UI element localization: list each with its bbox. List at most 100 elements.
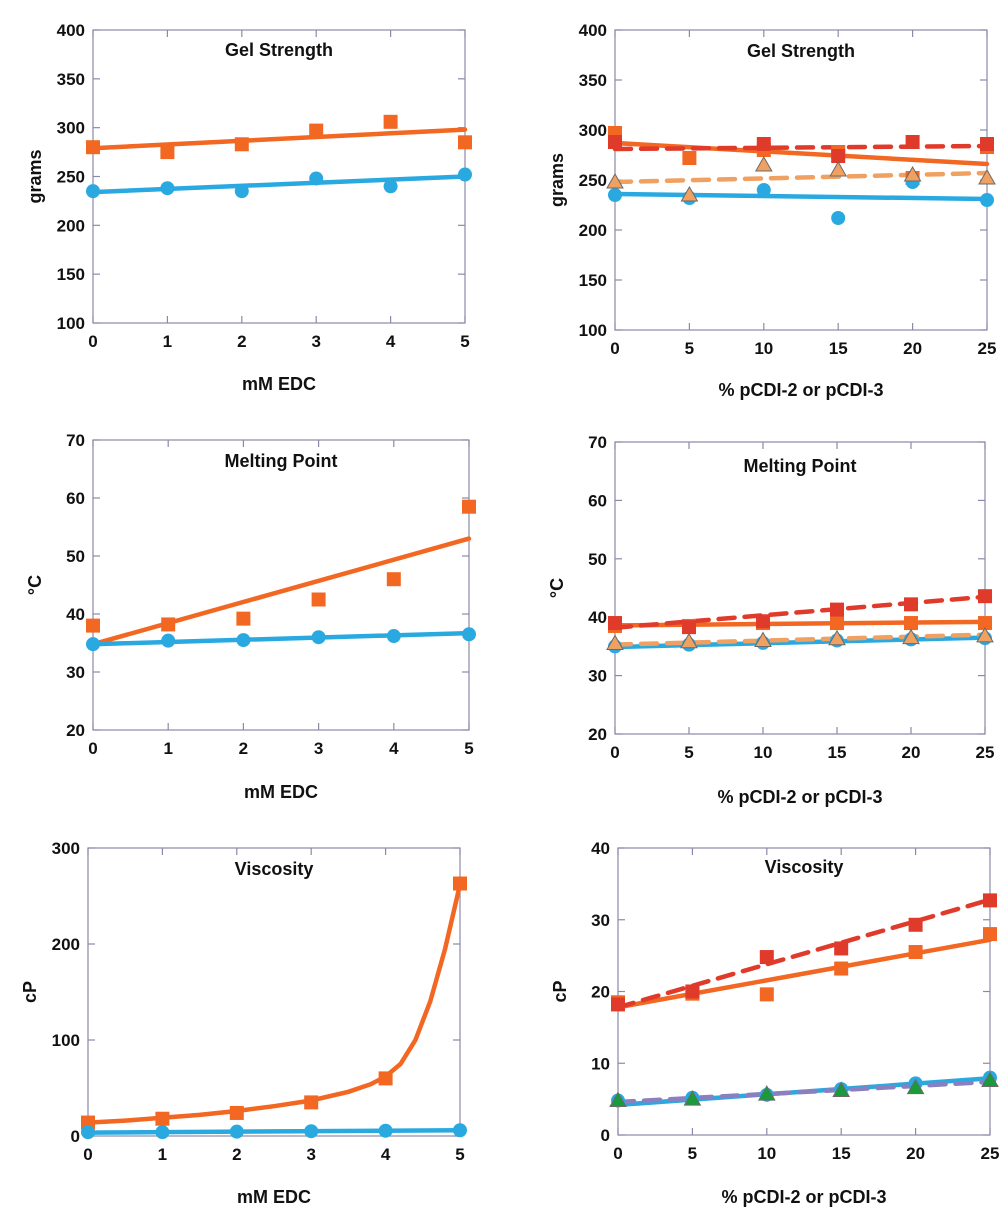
data-point-series-1 [908,945,923,960]
data-point-series-2 [234,184,249,199]
data-point-series-2 [86,184,100,199]
chart-3: 20 30 40 50 60 70 0 1 2 3 4 5 Melting Point mM EDC °C [25,431,476,802]
data-point-series-2 [462,627,476,642]
x-axis-title: mM EDC [237,1187,311,1207]
y-tick-label: 50 [588,550,607,569]
x-tick-label: 15 [832,1144,851,1163]
data-point-series-2 [161,633,176,648]
chart-2: 100 150 200 250 300 350 400 0 5 10 15 20 25 Gel Stren… [547,21,996,400]
data-point-series-2 [905,135,920,149]
data-point-series-2 [608,135,622,149]
y-tick-label: 400 [57,21,85,40]
x-axis-title: % pCDI-2 or pCDI-3 [721,1187,886,1207]
data-point-series-4 [680,632,698,649]
data-point-series-4 [978,168,996,185]
data-point-series-4 [829,160,848,177]
x-tick-label: 5 [684,743,693,762]
data-point-series-4 [981,1071,999,1087]
data-point-series-1 [81,1115,95,1130]
x-tick-label: 2 [237,332,246,351]
data-point-series-4 [903,165,922,182]
y-tick-label: 150 [57,265,85,284]
data-point-series-4 [683,1090,702,1106]
y-axis-title: °C [547,578,567,598]
y-tick-label: 20 [66,721,85,740]
y-tick-label: 60 [588,491,607,510]
data-point-series-1 [378,1071,393,1086]
x-tick-label: 5 [460,332,469,351]
x-tick-label: 15 [828,743,847,762]
data-point-series-2 [86,637,100,652]
x-tick-label: 4 [386,332,396,351]
plot-frame [87,847,461,1137]
data-point-series-1 [759,987,774,1002]
y-tick-label: 10 [591,1054,610,1073]
y-tick-label: 400 [579,21,607,40]
data-point-series-1 [160,145,175,160]
y-tick-label: 20 [588,725,607,744]
data-point-series-1 [830,616,844,631]
data-point-series-2 [81,1125,95,1140]
data-point-series-3 [756,183,771,197]
y-axis-title: °C [25,575,45,595]
data-point-series-4 [680,185,699,202]
y-tick-label: 50 [66,547,85,566]
x-tick-label: 10 [754,743,773,762]
chart-title: Viscosity [235,859,314,879]
y-tick-label: 200 [579,221,607,240]
data-point-series-2 [383,179,398,194]
x-tick-label: 5 [464,739,473,758]
data-point-series-2 [831,149,846,163]
data-point-series-3 [831,211,846,225]
data-point-series-2 [304,1124,319,1139]
y-tick-label: 250 [579,171,607,190]
fit-line-series-1 [615,937,993,1010]
data-point-series-1 [682,151,697,165]
x-tick-label: 5 [455,1145,464,1164]
data-point-series-1 [234,137,249,152]
y-tick-label: 100 [52,1031,80,1050]
plot-frame [92,439,470,731]
fit-line-series-2 [90,630,472,647]
data-point-series-1 [978,616,992,631]
x-axis-title: mM EDC [242,374,316,394]
data-point-series-4 [832,1081,851,1098]
y-tick-label: 0 [71,1127,80,1146]
data-point-series-2 [756,137,771,151]
x-tick-label: 10 [754,339,773,358]
y-tick-label: 40 [66,605,85,624]
x-tick-label: 3 [306,1145,315,1164]
x-tick-label: 5 [685,339,694,358]
x-tick-label: 25 [981,1144,1000,1163]
x-tick-label: 1 [163,739,172,758]
x-tick-label: 2 [232,1145,241,1164]
data-point-series-1 [309,123,324,138]
x-axis-title: % pCDI-2 or pCDI-3 [718,380,883,400]
data-point-series-1 [983,927,997,942]
data-point-series-1 [304,1095,319,1110]
data-point-series-2 [229,1124,244,1139]
data-point-series-1 [161,617,176,632]
data-point-series-1 [458,135,472,150]
x-tick-label: 20 [903,339,922,358]
y-tick-label: 40 [588,608,607,627]
x-tick-label: 25 [976,743,995,762]
fit-line-series-1 [85,882,463,1125]
fit-line-series-4 [612,632,988,647]
y-tick-label: 70 [588,433,607,452]
data-point-series-2 [756,614,770,629]
data-point-series-2 [830,602,844,617]
chart-title: Gel Strength [747,41,855,61]
data-point-series-4 [906,1078,925,1095]
y-tick-label: 200 [57,216,85,235]
data-point-series-4 [754,155,773,172]
x-axis-title: % pCDI-2 or pCDI-3 [717,787,882,807]
fit-line-series-4 [612,170,990,185]
data-point-series-4 [828,629,846,646]
x-tick-label: 0 [610,339,619,358]
data-point-series-2 [904,597,918,612]
x-tick-label: 20 [906,1144,925,1163]
data-point-series-4 [976,626,994,643]
y-tick-label: 300 [57,119,85,138]
y-tick-label: 300 [579,121,607,140]
